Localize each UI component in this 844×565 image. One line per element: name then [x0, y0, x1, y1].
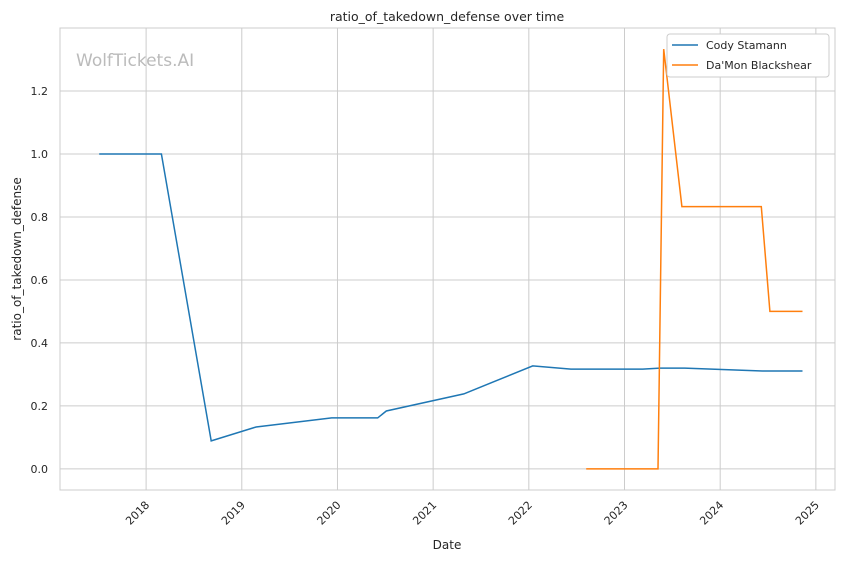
series-line-1	[586, 49, 803, 470]
y-tick-label: 0.6	[31, 274, 49, 287]
legend: Cody Stamann Da'Mon Blackshear	[666, 33, 830, 78]
x-tick-label: 2019	[219, 499, 248, 528]
x-tick-label: 2022	[506, 499, 535, 528]
y-axis-label: ratio_of_takedown_defense	[10, 177, 24, 340]
watermark: WolfTickets.AI	[76, 51, 194, 71]
y-tick-label: 1.0	[31, 148, 49, 161]
x-tick-label: 2023	[602, 499, 631, 528]
series-line-0	[99, 153, 803, 442]
y-tick-label: 0.4	[31, 337, 49, 350]
y-tick-label: 1.2	[31, 85, 49, 98]
y-tick-label: 0.2	[31, 400, 49, 413]
legend-label-cody: Cody Stamann	[706, 39, 787, 52]
y-tick-label: 0.8	[31, 211, 49, 224]
x-tick-label: 2020	[315, 499, 344, 528]
plot-frame	[59, 27, 836, 491]
y-tick-label: 0.0	[31, 463, 49, 476]
x-tick-label: 2018	[123, 499, 152, 528]
legend-label-damon: Da'Mon Blackshear	[706, 59, 812, 72]
chart-title: ratio_of_takedown_defense over time	[330, 9, 565, 24]
x-tick-label: 2021	[410, 499, 439, 528]
x-tick-label: 2024	[697, 499, 726, 528]
x-axis-label: Date	[433, 538, 462, 552]
x-tick-label: 2025	[793, 499, 822, 528]
